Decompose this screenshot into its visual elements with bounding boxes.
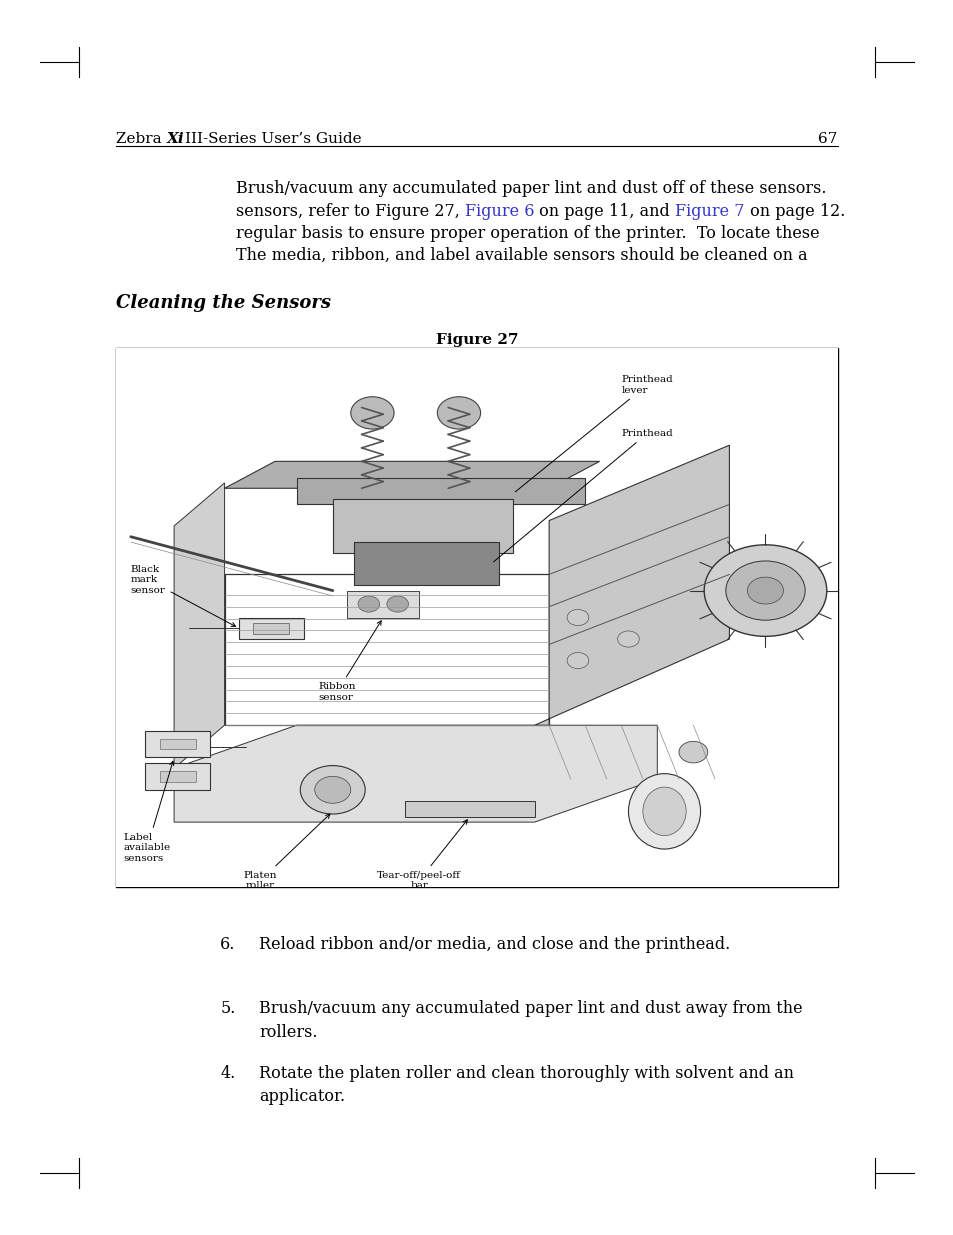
Text: The media, ribbon, and label available sensors should be cleaned on a: The media, ribbon, and label available s… — [235, 247, 806, 264]
Ellipse shape — [628, 773, 700, 848]
Circle shape — [703, 545, 826, 636]
Text: Printhead: Printhead — [493, 429, 672, 562]
Polygon shape — [145, 731, 210, 757]
Text: on page 12.: on page 12. — [743, 203, 844, 220]
Circle shape — [357, 597, 379, 613]
Polygon shape — [239, 618, 304, 638]
Circle shape — [314, 777, 351, 803]
Bar — [296, 478, 584, 504]
Text: on page 11, and: on page 11, and — [534, 203, 675, 220]
Text: Rotate the platen roller and clean thoroughly with solvent and an
applicator.: Rotate the platen roller and clean thoro… — [259, 1065, 794, 1105]
Text: Brush/vacuum any accumulated paper lint and dust off of these sensors.: Brush/vacuum any accumulated paper lint … — [235, 180, 825, 198]
Text: Platen
roller: Platen roller — [244, 814, 330, 890]
Bar — [253, 622, 289, 634]
Text: Figure 6: Figure 6 — [464, 203, 534, 220]
Polygon shape — [173, 483, 224, 768]
Text: sensors, refer to Figure 27,: sensors, refer to Figure 27, — [235, 203, 464, 220]
Ellipse shape — [642, 787, 685, 836]
Polygon shape — [145, 763, 210, 790]
Text: Xi: Xi — [167, 132, 184, 146]
Text: Black
mark
sensor: Black mark sensor — [131, 564, 235, 626]
Circle shape — [436, 396, 480, 429]
Circle shape — [300, 766, 365, 814]
Circle shape — [725, 561, 804, 620]
Circle shape — [679, 741, 707, 763]
Text: 6.: 6. — [220, 936, 235, 953]
Text: Ribbon
sensor: Ribbon sensor — [318, 621, 381, 701]
Bar — [404, 800, 534, 816]
Text: Printhead
lever: Printhead lever — [515, 375, 672, 492]
Circle shape — [746, 577, 782, 604]
Text: Cleaning the Sensors: Cleaning the Sensors — [116, 294, 331, 312]
Text: Label
available
sensors: Label available sensors — [124, 761, 173, 863]
Text: III-Series User’s Guide: III-Series User’s Guide — [184, 132, 361, 146]
Bar — [116, 348, 837, 887]
Text: Reload ribbon and/or media, and close and the printhead.: Reload ribbon and/or media, and close an… — [259, 936, 730, 953]
Polygon shape — [173, 725, 657, 823]
Text: Brush/vacuum any accumulated paper lint and dust away from the
rollers.: Brush/vacuum any accumulated paper lint … — [259, 1000, 802, 1041]
Text: 4.: 4. — [220, 1065, 235, 1082]
Text: Figure 7: Figure 7 — [675, 203, 743, 220]
Text: 67: 67 — [818, 132, 837, 146]
Polygon shape — [224, 462, 599, 488]
Circle shape — [566, 609, 588, 626]
Bar — [354, 542, 498, 585]
Circle shape — [387, 597, 408, 613]
Text: 5.: 5. — [220, 1000, 235, 1018]
Circle shape — [566, 652, 588, 668]
Bar — [333, 499, 513, 553]
Text: Zebra: Zebra — [116, 132, 167, 146]
Text: Tear-off/peel-off
bar: Tear-off/peel-off bar — [377, 820, 467, 890]
Bar — [159, 739, 195, 750]
Bar — [159, 771, 195, 782]
Circle shape — [351, 396, 394, 429]
Circle shape — [617, 631, 639, 647]
Polygon shape — [347, 590, 419, 618]
Text: Figure 27: Figure 27 — [436, 333, 517, 347]
Text: regular basis to ensure proper operation of the printer.  To locate these: regular basis to ensure proper operation… — [235, 225, 819, 242]
Polygon shape — [534, 445, 729, 725]
